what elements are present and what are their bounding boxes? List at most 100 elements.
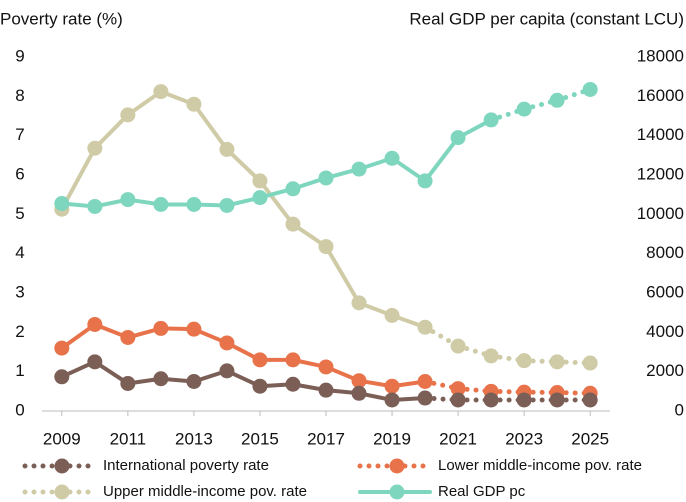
data-point [582,81,598,97]
data-point [219,141,235,157]
y-tick-label: 7 [15,125,24,144]
data-point [120,192,136,208]
data-point [120,107,136,123]
legend-label: Upper middle-income pov. rate [103,483,307,500]
data-point [384,307,400,323]
x-tick-label: 2017 [307,429,345,448]
y2-tick-label: 14000 [637,125,684,144]
data-point [417,374,433,389]
legend-label: Lower middle-income pov. rate [438,457,642,474]
y-tick-label: 8 [15,86,24,105]
y2-tick-label: 12000 [637,164,684,183]
legend-marker [54,484,70,500]
data-point [384,150,400,166]
data-point [186,197,202,212]
y-tick-label: 0 [15,400,24,419]
y2-tick-label: 18000 [637,46,684,65]
line-segment [423,135,461,183]
legend-marker [389,484,405,500]
line-segment [257,178,295,227]
line-segment [92,112,130,151]
y-tick-label: 5 [15,204,24,223]
legend-marker [389,458,405,474]
data-point [351,373,367,389]
data-point [120,329,136,345]
y-tick-label: 2 [15,322,24,341]
x-tick-label: 2015 [241,429,279,448]
line-segment [191,102,229,152]
data-point [252,352,268,368]
data-point [549,92,565,108]
data-point [186,321,202,337]
y2-tick-label: 16000 [637,86,684,105]
data-point [549,354,565,370]
data-point [384,378,400,394]
data-point [87,140,103,156]
x-tick-label: 2011 [110,429,147,448]
data-point [219,335,235,351]
x-tick-label: 2009 [43,429,81,448]
data-point [483,348,499,364]
x-tick-label: 2023 [505,429,543,448]
data-point [87,316,103,332]
data-point [582,355,598,371]
x-tick-label: 2019 [373,429,411,448]
x-tick-label: 2025 [571,429,609,448]
data-point [516,392,532,408]
data-point [153,320,169,336]
data-point [285,216,301,232]
data-point [120,375,136,391]
data-point [351,385,367,401]
legend-label: Real GDP pc [438,483,526,500]
data-point [351,295,367,311]
data-point [87,198,103,214]
data-point [351,161,367,177]
data-point [450,381,466,397]
data-point [549,392,565,408]
data-point [450,338,466,354]
data-point [318,170,334,186]
data-point [483,112,499,128]
data-point [252,173,268,189]
data-point [153,84,169,100]
line-segment [224,147,262,183]
y-tick-label: 1 [15,361,24,380]
y2-tick-label: 8000 [646,243,684,262]
data-point [483,392,499,408]
y2-tick-label: 6000 [646,282,684,301]
data-point [516,101,532,117]
data-point [219,363,235,379]
data-point [285,352,301,368]
legend-marker [54,458,70,474]
data-point [54,340,70,356]
data-point [54,196,70,212]
data-point [417,319,433,335]
data-point [153,371,169,387]
data-point [285,376,301,392]
y2-tick-label: 0 [675,400,684,419]
data-point [54,369,70,385]
data-point [252,190,268,206]
data-point [87,354,103,370]
data-point [417,390,433,406]
data-point [582,392,598,408]
data-point [384,392,400,408]
data-point [219,197,235,213]
y-tick-label: 3 [15,282,24,301]
y2-tick-label: 2000 [646,361,684,380]
data-point [186,374,202,389]
data-point [450,392,466,408]
y-axis-title: Poverty rate (%) [0,9,123,28]
data-point [153,197,169,212]
data-point [417,173,433,189]
x-tick-label: 2021 [439,429,477,448]
x-tick-label: 2013 [175,429,213,448]
y2-tick-label: 4000 [646,322,684,341]
data-point [285,181,301,197]
data-point [318,382,334,398]
data-point [516,353,532,369]
y-tick-label: 6 [15,164,24,183]
line-segment [422,324,461,349]
data-point [318,239,334,255]
